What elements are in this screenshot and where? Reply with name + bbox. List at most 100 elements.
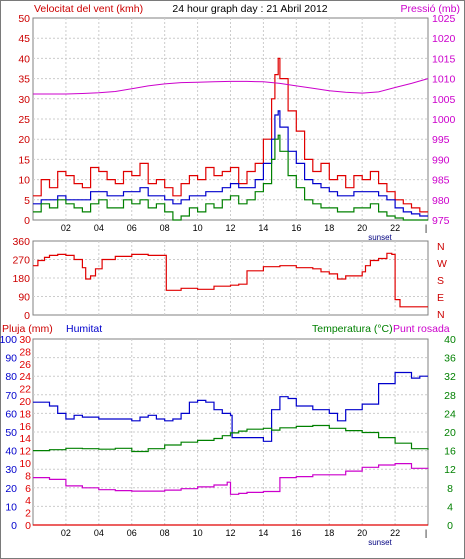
x-tick-label-bottom: 08 [160, 528, 170, 538]
humidity-tick-label: 70 [5, 390, 17, 402]
dir-label-s: S [437, 275, 444, 287]
x-tick-label-top: 16 [291, 223, 301, 233]
x-tick-label-bottom: 12 [225, 528, 235, 538]
rain-tick-label: 12 [19, 446, 31, 458]
rain-tick-label: 6 [25, 483, 31, 495]
dir-label-n-bottom: N [437, 309, 445, 321]
dir-label-e: E [437, 292, 444, 304]
pressure-tick-label: 1025 [432, 13, 456, 25]
pressure-tick-label: 980 [432, 195, 450, 207]
temperature-tick-label: 12 [444, 464, 456, 476]
x-tick-label-top: 18 [324, 223, 334, 233]
pressure-tick-label: 1020 [432, 33, 456, 45]
wind-series-blue-line [33, 110, 428, 217]
temperature-tick-label: 32 [444, 371, 456, 383]
x-tick-label-top: 10 [193, 223, 203, 233]
wind-series-red-line [33, 57, 428, 213]
wind-tick-label: 25 [18, 114, 30, 126]
wind-tick-label: 20 [18, 134, 30, 146]
x-tick-label-bottom: 14 [258, 528, 268, 538]
x-tick-label-top: 14 [258, 223, 268, 233]
wind-series-magenta-line [33, 78, 429, 95]
rain-tick-label: 8 [25, 470, 31, 482]
rain-tick-label: 20 [19, 396, 31, 408]
rain-tick-label: 18 [19, 408, 31, 420]
x-tick-label-bottom: 10 [193, 528, 203, 538]
x-tick-label-bottom: 02 [61, 528, 71, 538]
humidity-tick-label: 0 [11, 520, 17, 532]
humidity-tick-label: 20 [5, 483, 17, 495]
rain-tick-label: 30 [19, 334, 31, 346]
temperature-tick-label: 40 [444, 334, 456, 346]
direction-tick-label: 0 [24, 310, 30, 322]
pressure-tick-label: 995 [432, 134, 450, 146]
humidity-axis-title: Humitat [66, 323, 102, 335]
x-tick-label-bottom: 18 [324, 528, 334, 538]
rain-tick-label: 2 [25, 508, 31, 520]
sunset-label-top: sunset [368, 233, 392, 242]
humidity-tick-label: 30 [5, 464, 17, 476]
wind-direction-line [33, 252, 428, 308]
dir-label-n-top: N [437, 241, 445, 253]
x-tick-label-top: 06 [127, 223, 137, 233]
temperature-line [33, 424, 429, 453]
x-end-marker-bottom: | [425, 528, 427, 538]
dewpoint-axis-title: Punt rosada [393, 323, 450, 335]
humidity-tick-label: 80 [5, 371, 17, 383]
x-tick-label-bottom: 06 [127, 528, 137, 538]
wind-tick-label: 0 [24, 215, 30, 227]
temperature-tick-label: 16 [444, 446, 456, 458]
x-tick-label-top: 22 [390, 223, 400, 233]
x-tick-label-bottom: 04 [94, 528, 104, 538]
humidity-tick-label: 40 [5, 446, 17, 458]
pressure-tick-label: 975 [432, 215, 450, 227]
x-tick-label-top: 08 [160, 223, 170, 233]
direction-tick-label: 360 [12, 236, 30, 248]
rain-tick-label: 16 [19, 421, 31, 433]
wind-series-green-line [33, 134, 428, 221]
pressure-tick-label: 1015 [432, 53, 456, 65]
x-tick-label-bottom: 22 [390, 528, 400, 538]
pressure-axis-title: Pressió (mb) [400, 3, 460, 15]
x-tick-label-top: 12 [225, 223, 235, 233]
wind-axis-title: Velocitat del vent (kmh) [34, 3, 143, 15]
wind-tick-label: 5 [24, 195, 30, 207]
wind-tick-label: 30 [18, 94, 30, 106]
chart-title: 24 hour graph day : 21 Abril 2012 [172, 3, 327, 15]
x-tick-label-bottom: 20 [357, 528, 367, 538]
direction-tick-label: 90 [18, 292, 30, 304]
humidity-tick-label: 60 [5, 408, 17, 420]
pressure-tick-label: 1005 [432, 94, 456, 106]
temperature-axis-title: Temperatura (°C) [312, 323, 393, 335]
x-tick-label-top: 02 [61, 223, 71, 233]
rain-axis-title: Pluja (mm) [2, 323, 53, 335]
wind-tick-label: 45 [18, 33, 30, 45]
temperature-tick-label: 0 [447, 520, 453, 532]
x-tick-label-bottom: 16 [291, 528, 301, 538]
temperature-tick-label: 36 [444, 353, 456, 365]
direction-tick-label: 180 [12, 273, 30, 285]
dir-label-w: W [437, 258, 447, 270]
temperature-tick-label: 24 [444, 408, 456, 420]
wind-tick-label: 50 [18, 13, 30, 25]
x-end-marker-top: | [425, 223, 427, 233]
humidity-tick-label: 100 [0, 334, 17, 346]
pressure-tick-label: 1010 [432, 74, 456, 86]
direction-tick-label: 270 [12, 255, 30, 267]
rain-tick-label: 22 [19, 384, 31, 396]
dewpoint-line [33, 463, 429, 495]
temperature-tick-label: 8 [447, 483, 453, 495]
wind-tick-label: 40 [18, 53, 30, 65]
wind-tick-label: 10 [18, 175, 30, 187]
rain-tick-label: 26 [19, 359, 31, 371]
x-tick-label-top: 20 [357, 223, 367, 233]
humidity-tick-label: 10 [5, 501, 17, 513]
rain-tick-label: 14 [19, 433, 31, 445]
sunset-label-bottom: sunset [368, 538, 392, 547]
temperature-tick-label: 28 [444, 390, 456, 402]
pressure-tick-label: 1000 [432, 114, 456, 126]
rain-tick-label: 10 [19, 458, 31, 470]
rain-tick-label: 28 [19, 346, 31, 358]
wind-tick-label: 15 [18, 154, 30, 166]
